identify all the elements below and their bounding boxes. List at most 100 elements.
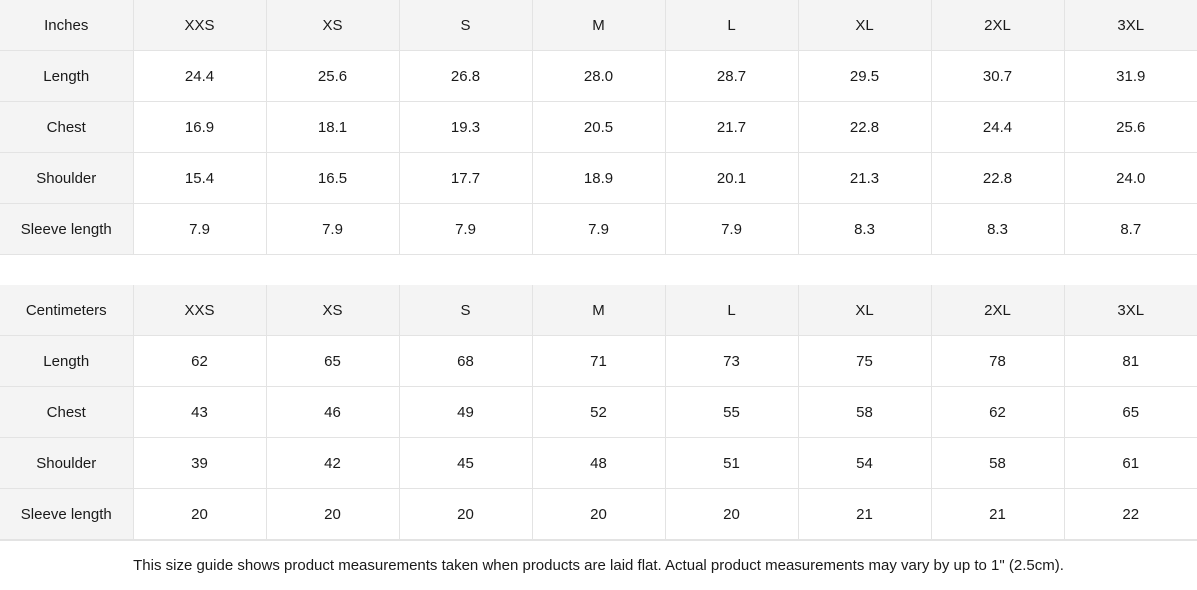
cell-value: 15.4 — [132, 152, 267, 204]
table-header-row: Centimeters XXS XS S M L XL 2XL 3XL — [0, 285, 1197, 336]
cell-value: 17.7 — [398, 152, 533, 204]
cell-value: 48 — [531, 437, 666, 489]
size-guide-footer-note: This size guide shows product measuremen… — [0, 540, 1197, 590]
cell-value: 24.4 — [132, 50, 267, 102]
cell-value: 30.7 — [930, 50, 1065, 102]
cell-value: 21.7 — [664, 101, 799, 153]
column-header-s: S — [398, 285, 533, 336]
cell-value: 55 — [664, 386, 799, 438]
column-header-2xl: 2XL — [930, 0, 1065, 51]
row-label-chest: Chest — [0, 101, 134, 153]
row-label-shoulder: Shoulder — [0, 437, 134, 489]
cell-value: 75 — [797, 335, 932, 387]
column-header-s: S — [398, 0, 533, 51]
table-row: Chest 16.9 18.1 19.3 20.5 21.7 22.8 24.4… — [0, 101, 1197, 153]
table-header-row: Inches XXS XS S M L XL 2XL 3XL — [0, 0, 1197, 51]
unit-label-centimeters: Centimeters — [0, 285, 134, 336]
cell-value: 20 — [398, 488, 533, 540]
cell-value: 20 — [132, 488, 267, 540]
row-label-chest: Chest — [0, 386, 134, 438]
column-header-3xl: 3XL — [1063, 0, 1197, 51]
cell-value: 22.8 — [930, 152, 1065, 204]
cell-value: 22.8 — [797, 101, 932, 153]
table-row: Shoulder 39 42 45 48 51 54 58 61 — [0, 437, 1197, 489]
cell-value: 45 — [398, 437, 533, 489]
cell-value: 39 — [132, 437, 267, 489]
cell-value: 20 — [265, 488, 400, 540]
cell-value: 62 — [132, 335, 267, 387]
cell-value: 28.0 — [531, 50, 666, 102]
cell-value: 78 — [930, 335, 1065, 387]
cell-value: 58 — [797, 386, 932, 438]
cell-value: 21 — [930, 488, 1065, 540]
table-row: Length 24.4 25.6 26.8 28.0 28.7 29.5 30.… — [0, 50, 1197, 102]
cell-value: 20 — [664, 488, 799, 540]
column-header-l: L — [664, 0, 799, 51]
cell-value: 16.5 — [265, 152, 400, 204]
cell-value: 49 — [398, 386, 533, 438]
cell-value: 81 — [1063, 335, 1197, 387]
table-row: Length 62 65 68 71 73 75 78 81 — [0, 335, 1197, 387]
cell-value: 21 — [797, 488, 932, 540]
table-body: Length 24.4 25.6 26.8 28.0 28.7 29.5 30.… — [0, 50, 1197, 255]
column-header-xxs: XXS — [132, 285, 267, 336]
table-separator — [0, 255, 1197, 285]
table-body: Length 62 65 68 71 73 75 78 81 Chest 43 … — [0, 335, 1197, 540]
cell-value: 51 — [664, 437, 799, 489]
cell-value: 19.3 — [398, 101, 533, 153]
unit-label-inches: Inches — [0, 0, 134, 51]
cell-value: 52 — [531, 386, 666, 438]
row-label-shoulder: Shoulder — [0, 152, 134, 204]
column-header-xs: XS — [265, 0, 400, 51]
cell-value: 54 — [797, 437, 932, 489]
cell-value: 46 — [265, 386, 400, 438]
row-label-length: Length — [0, 335, 134, 387]
cell-value: 65 — [1063, 386, 1197, 438]
cell-value: 73 — [664, 335, 799, 387]
cell-value: 28.7 — [664, 50, 799, 102]
cell-value: 7.9 — [664, 203, 799, 255]
cell-value: 7.9 — [531, 203, 666, 255]
cell-value: 58 — [930, 437, 1065, 489]
cell-value: 16.9 — [132, 101, 267, 153]
table-row: Sleeve length 7.9 7.9 7.9 7.9 7.9 8.3 8.… — [0, 203, 1197, 255]
column-header-xs: XS — [265, 285, 400, 336]
table-row: Sleeve length 20 20 20 20 20 21 21 22 — [0, 488, 1197, 540]
cell-value: 25.6 — [265, 50, 400, 102]
column-header-l: L — [664, 285, 799, 336]
cell-value: 7.9 — [132, 203, 267, 255]
cell-value: 29.5 — [797, 50, 932, 102]
cell-value: 7.9 — [398, 203, 533, 255]
size-table-centimeters: Centimeters XXS XS S M L XL 2XL 3XL Leng… — [0, 285, 1197, 540]
cell-value: 65 — [265, 335, 400, 387]
cell-value: 24.4 — [930, 101, 1065, 153]
column-header-xl: XL — [797, 285, 932, 336]
cell-value: 8.3 — [797, 203, 932, 255]
column-header-m: M — [531, 285, 666, 336]
column-header-xl: XL — [797, 0, 932, 51]
column-header-xxs: XXS — [132, 0, 267, 51]
cell-value: 71 — [531, 335, 666, 387]
column-header-3xl: 3XL — [1063, 285, 1197, 336]
row-label-sleeve-length: Sleeve length — [0, 203, 134, 255]
cell-value: 43 — [132, 386, 267, 438]
column-header-m: M — [531, 0, 666, 51]
cell-value: 21.3 — [797, 152, 932, 204]
table-row: Shoulder 15.4 16.5 17.7 18.9 20.1 21.3 2… — [0, 152, 1197, 204]
cell-value: 24.0 — [1063, 152, 1197, 204]
cell-value: 18.1 — [265, 101, 400, 153]
cell-value: 8.7 — [1063, 203, 1197, 255]
cell-value: 8.3 — [930, 203, 1065, 255]
cell-value: 18.9 — [531, 152, 666, 204]
table-row: Chest 43 46 49 52 55 58 62 65 — [0, 386, 1197, 438]
cell-value: 68 — [398, 335, 533, 387]
cell-value: 31.9 — [1063, 50, 1197, 102]
cell-value: 62 — [930, 386, 1065, 438]
row-label-sleeve-length: Sleeve length — [0, 488, 134, 540]
cell-value: 20.5 — [531, 101, 666, 153]
cell-value: 61 — [1063, 437, 1197, 489]
cell-value: 7.9 — [265, 203, 400, 255]
cell-value: 20.1 — [664, 152, 799, 204]
column-header-2xl: 2XL — [930, 285, 1065, 336]
